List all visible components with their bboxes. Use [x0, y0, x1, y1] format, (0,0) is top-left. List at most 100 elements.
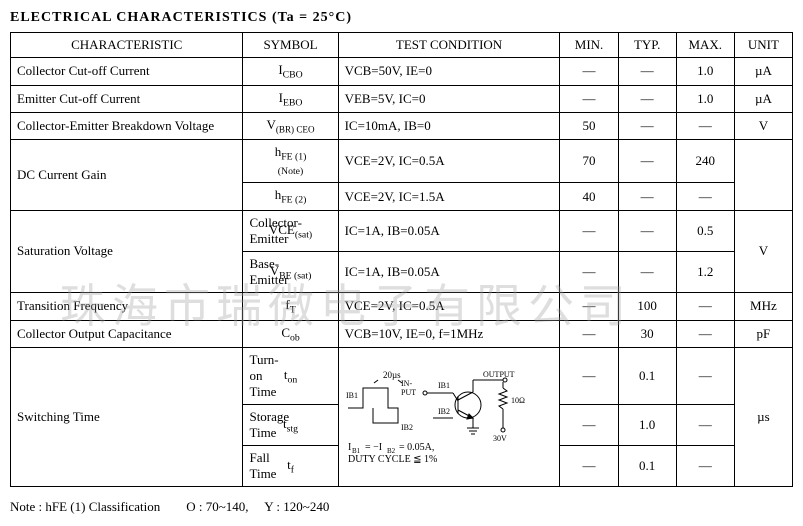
svg-text:30V: 30V — [493, 434, 507, 443]
cell-max: — — [676, 348, 734, 405]
cell-typ: 30 — [618, 320, 676, 348]
svg-text:PUT: PUT — [401, 388, 416, 397]
cell-min: — — [560, 210, 618, 251]
cell-cond: IC=1A, IB=0.05A — [338, 210, 560, 251]
cell-char-group: Saturation Voltage — [11, 210, 243, 292]
cell-unit: µA — [734, 85, 792, 113]
header-symbol: SYMBOL — [243, 33, 338, 58]
cell-typ: — — [618, 210, 676, 251]
cell-min: — — [560, 320, 618, 348]
svg-text:IN-: IN- — [401, 379, 412, 388]
cell-typ: 0.1 — [618, 446, 676, 487]
table-title: ELECTRICAL CHARACTERISTICS (Ta = 25°C) — [10, 10, 793, 26]
cell-cond: VCE=2V, IC=0.5A — [338, 292, 560, 320]
cell-min: 40 — [560, 183, 618, 211]
cell-typ: 100 — [618, 292, 676, 320]
cell-max: 0.5 — [676, 210, 734, 251]
cell-max: — — [676, 320, 734, 348]
cell-char-group: Switching Time — [11, 348, 243, 487]
cell-char: Collector Cut-off Current — [11, 58, 243, 86]
header-unit: UNIT — [734, 33, 792, 58]
cell-max: — — [676, 183, 734, 211]
cell-min: — — [560, 292, 618, 320]
electrical-characteristics-table: CHARACTERISTIC SYMBOL TEST CONDITION MIN… — [10, 32, 793, 487]
svg-text:20µs: 20µs — [383, 370, 401, 380]
header-typ: TYP. — [618, 33, 676, 58]
cell-cond-circuit: 20µs IB1 IN- PUT IB2 IB1 IB2 — [338, 348, 560, 487]
cell-symbol: V(BR) CEO — [243, 113, 338, 140]
cell-max: — — [676, 446, 734, 487]
header-min: MIN. — [560, 33, 618, 58]
cell-unit — [734, 139, 792, 210]
svg-text:= −I: = −I — [365, 442, 382, 453]
cell-cond: VCE=2V, IC=1.5A — [338, 183, 560, 211]
svg-text:I: I — [348, 442, 351, 453]
table-header-row: CHARACTERISTIC SYMBOL TEST CONDITION MIN… — [11, 33, 793, 58]
cell-typ: — — [618, 85, 676, 113]
cell-cond: IC=10mA, IB=0 — [338, 113, 560, 140]
cell-typ: — — [618, 251, 676, 292]
header-characteristic: CHARACTERISTIC — [11, 33, 243, 58]
header-condition: TEST CONDITION — [338, 33, 560, 58]
cell-symbol: ICBO — [243, 58, 338, 86]
table-row: DC Current Gain hFE (1) (Note) VCE=2V, I… — [11, 139, 793, 183]
svg-text:10Ω: 10Ω — [511, 396, 525, 405]
cell-cond: VEB=5V, IC=0 — [338, 85, 560, 113]
table-row: Collector-Emitter Breakdown Voltage V(BR… — [11, 113, 793, 140]
cell-unit: µs — [734, 348, 792, 487]
cell-typ: — — [618, 113, 676, 140]
cell-max: 240 — [676, 139, 734, 183]
cell-max: 1.0 — [676, 58, 734, 86]
cell-typ: — — [618, 58, 676, 86]
cell-unit: µA — [734, 58, 792, 86]
table-row: Saturation Voltage Collector-Emitter VCE… — [11, 210, 793, 251]
cell-min: — — [560, 251, 618, 292]
svg-text:IB2: IB2 — [438, 407, 450, 416]
table-row: Transition Frequency fT VCE=2V, IC=0.5A … — [11, 292, 793, 320]
svg-text:IB2: IB2 — [401, 423, 413, 432]
table-row: Collector Output Capacitance Cob VCB=10V… — [11, 320, 793, 348]
cell-symbol: hFE (2) — [243, 183, 338, 211]
cell-max: — — [676, 113, 734, 140]
switching-circuit-diagram: 20µs IB1 IN- PUT IB2 IB1 IB2 — [343, 368, 543, 463]
cell-cond: IC=1A, IB=0.05A — [338, 251, 560, 292]
cell-unit: MHz — [734, 292, 792, 320]
cell-unit: pF — [734, 320, 792, 348]
cell-typ: 0.1 — [618, 348, 676, 405]
cell-typ: 1.0 — [618, 405, 676, 446]
svg-text:OUTPUT: OUTPUT — [483, 370, 515, 379]
cell-min: 70 — [560, 139, 618, 183]
svg-text:IB1: IB1 — [346, 391, 358, 400]
cell-char: Collector Output Capacitance — [11, 320, 243, 348]
cell-max: 1.2 — [676, 251, 734, 292]
cell-cond: VCB=10V, IE=0, f=1MHz — [338, 320, 560, 348]
cell-min: — — [560, 405, 618, 446]
cell-min: — — [560, 348, 618, 405]
table-row: Emitter Cut-off Current IEBO VEB=5V, IC=… — [11, 85, 793, 113]
svg-text:DUTY CYCLE ≦ 1%: DUTY CYCLE ≦ 1% — [348, 454, 437, 463]
cell-char: Emitter Cut-off Current — [11, 85, 243, 113]
cell-unit: V — [734, 210, 792, 292]
cell-char: Transition Frequency — [11, 292, 243, 320]
cell-min: — — [560, 446, 618, 487]
cell-unit: V — [734, 113, 792, 140]
cell-min: 50 — [560, 113, 618, 140]
cell-char: Collector-Emitter Breakdown Voltage — [11, 113, 243, 140]
cell-min: — — [560, 58, 618, 86]
cell-typ: — — [618, 183, 676, 211]
cell-symbol: hFE (1) (Note) — [243, 139, 338, 183]
cell-max: — — [676, 405, 734, 446]
footer-note: Note : hFE (1) Classification O : 70~140… — [10, 499, 793, 515]
header-max: MAX. — [676, 33, 734, 58]
cell-symbol: IEBO — [243, 85, 338, 113]
cell-char: DC Current Gain — [11, 139, 243, 210]
svg-text:= 0.05A,: = 0.05A, — [399, 442, 434, 453]
cell-typ: — — [618, 139, 676, 183]
cell-cond: VCE=2V, IC=0.5A — [338, 139, 560, 183]
table-row: Collector Cut-off Current ICBO VCB=50V, … — [11, 58, 793, 86]
cell-symbol: Cob — [243, 320, 338, 348]
cell-max: — — [676, 292, 734, 320]
cell-cond: VCB=50V, IE=0 — [338, 58, 560, 86]
cell-max: 1.0 — [676, 85, 734, 113]
cell-min: — — [560, 85, 618, 113]
